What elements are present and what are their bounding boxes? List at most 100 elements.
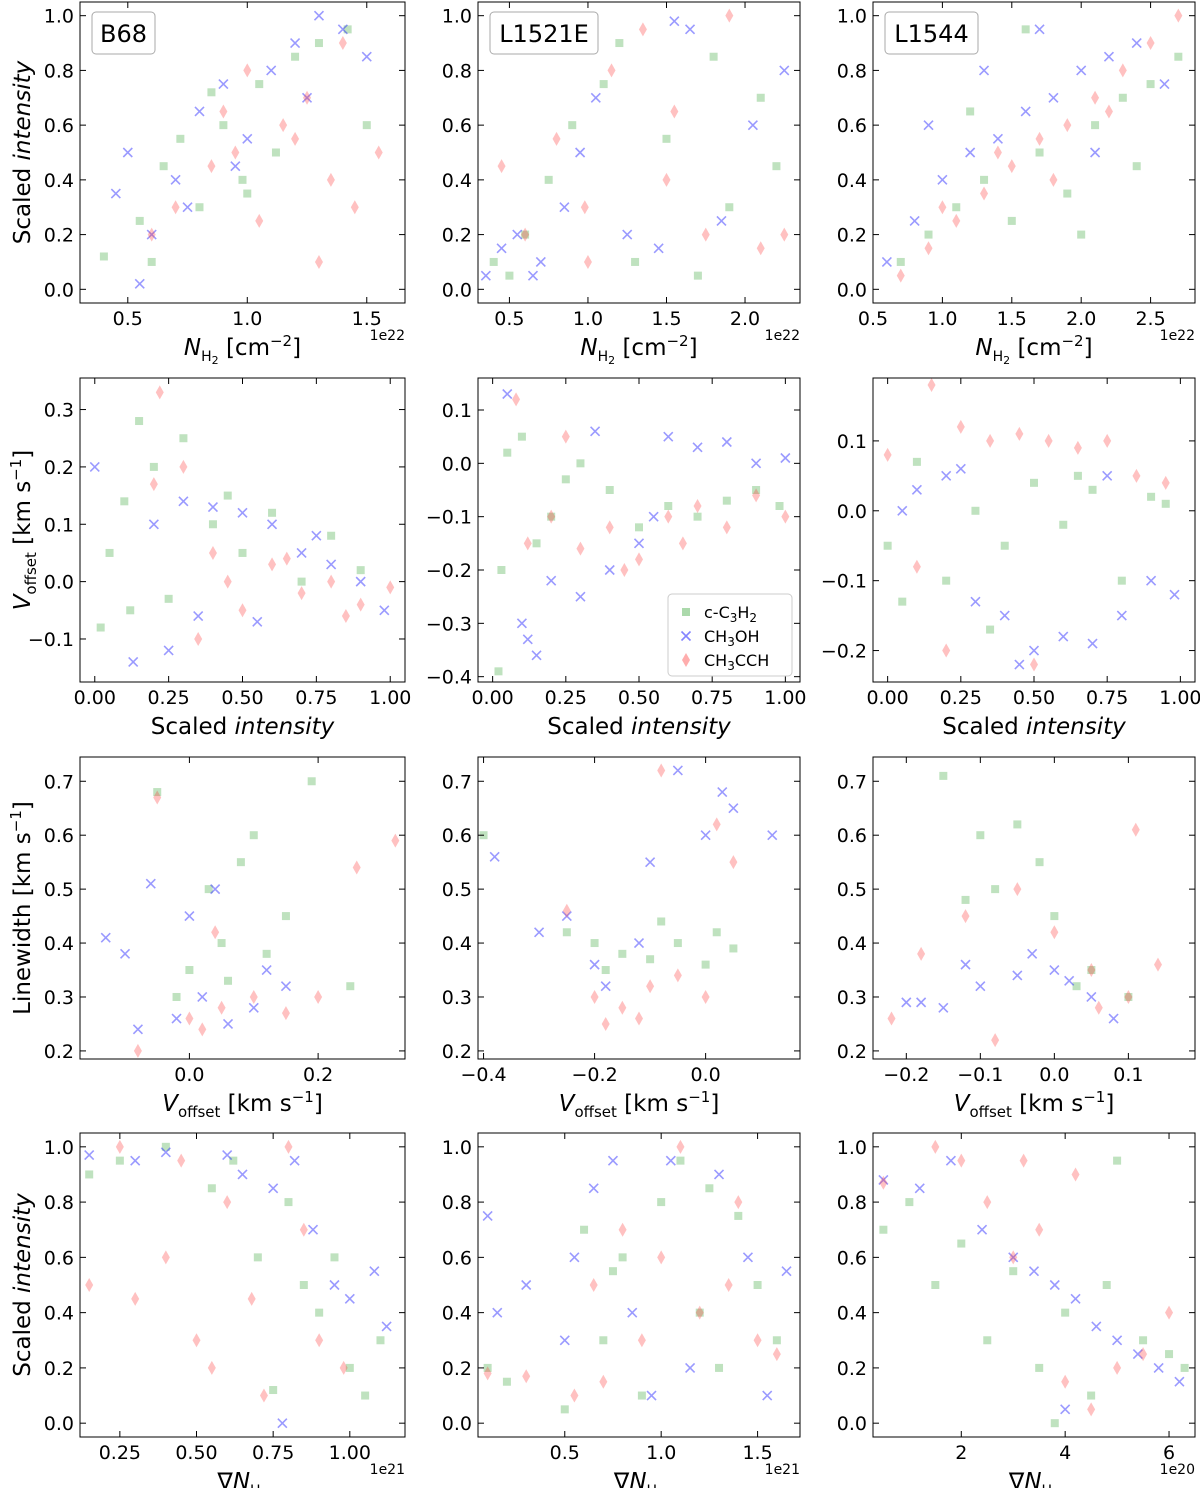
data-point xyxy=(986,433,995,448)
data-point xyxy=(1169,589,1180,600)
data-point xyxy=(618,1000,627,1015)
data-point xyxy=(1013,820,1022,829)
data-point xyxy=(1000,541,1009,550)
data-point xyxy=(762,1390,773,1401)
data-point xyxy=(145,878,156,889)
y-tick-label: 0.8 xyxy=(837,1192,867,1214)
data-point xyxy=(512,229,523,240)
data-point xyxy=(327,531,336,540)
data-point xyxy=(492,1307,503,1318)
data-point xyxy=(153,788,162,797)
y-tick-label: 0.4 xyxy=(44,933,74,955)
y-tick-label: 0.1 xyxy=(44,514,74,536)
data-point xyxy=(386,580,395,595)
data-point xyxy=(516,618,527,629)
data-point xyxy=(217,1000,226,1015)
series-CH3CCH xyxy=(133,790,400,1058)
data-point xyxy=(350,200,359,215)
data-point xyxy=(252,616,263,627)
data-point xyxy=(993,145,1002,160)
core-label: L1521E xyxy=(499,20,589,48)
data-point xyxy=(327,574,336,589)
data-point xyxy=(705,1184,714,1193)
data-point xyxy=(224,976,233,985)
panel-r1c1: 0.00 0.25 0.50 0.75 1.00 −0.4 −0.3 −0.2 −0.1 0.0 0… xyxy=(426,377,807,740)
x-tick-label: 0.00 xyxy=(74,687,116,709)
data-point xyxy=(1009,1250,1018,1265)
core-label-box xyxy=(91,11,156,55)
data-point xyxy=(635,523,643,532)
data-point xyxy=(207,1360,216,1375)
data-point xyxy=(1049,172,1058,187)
data-point xyxy=(620,563,629,577)
data-point xyxy=(693,512,702,521)
data-point xyxy=(756,241,765,256)
data-point xyxy=(701,989,710,1004)
x-tick-label: 0.25 xyxy=(99,1442,141,1464)
data-point xyxy=(646,979,655,994)
data-point xyxy=(1050,912,1059,921)
data-point xyxy=(684,24,696,35)
x-axis-label: NH2 [cm−2] xyxy=(184,332,301,367)
x-tick-label: 2.0 xyxy=(730,308,760,330)
x-offset-label: 1e20 xyxy=(1160,1462,1195,1478)
data-point xyxy=(236,858,245,867)
data-point xyxy=(734,1195,743,1210)
x-axis-label: NH2 [cm−2] xyxy=(580,332,697,367)
x-tick-label: 0.0 xyxy=(691,1064,721,1086)
data-point xyxy=(725,8,734,23)
data-point xyxy=(1087,638,1098,649)
data-point xyxy=(218,79,229,90)
data-point xyxy=(657,917,666,926)
data-point xyxy=(547,512,556,521)
data-point xyxy=(523,536,532,551)
data-point xyxy=(1035,1363,1044,1372)
data-point xyxy=(575,147,586,158)
data-point xyxy=(1060,1404,1071,1415)
data-point xyxy=(1050,1419,1059,1428)
data-point xyxy=(84,1150,95,1161)
data-point xyxy=(570,1388,579,1403)
series-CH3OH xyxy=(480,16,790,281)
data-point xyxy=(119,948,131,959)
data-point xyxy=(693,499,702,513)
y-tick-label: 1.0 xyxy=(44,1137,74,1159)
data-point xyxy=(901,997,912,1008)
data-point xyxy=(664,502,673,510)
data-point xyxy=(1077,230,1086,239)
x-tick-label: 0.00 xyxy=(866,687,908,709)
data-point xyxy=(618,949,627,958)
y-axis-label: Linewidth [km s−1] xyxy=(7,801,36,1015)
x-tick-label: 0.75 xyxy=(691,687,733,709)
data-point xyxy=(1012,970,1023,981)
y-tick-label: −0.1 xyxy=(821,571,867,593)
series-CH3OH xyxy=(878,1155,1185,1415)
data-point xyxy=(172,992,181,1001)
y-tick-label: 0.3 xyxy=(44,987,74,1009)
series-c-C3H2 xyxy=(153,777,355,1001)
data-point xyxy=(122,147,133,158)
data-point xyxy=(911,484,922,495)
series-CH3OH xyxy=(100,878,292,1035)
data-point xyxy=(927,377,936,392)
data-point xyxy=(546,575,557,586)
data-point xyxy=(1007,216,1016,225)
x-axis-label: NH2 [cm−2] xyxy=(975,332,1092,367)
data-point xyxy=(179,459,188,474)
data-point xyxy=(361,1391,370,1400)
data-point xyxy=(897,505,908,516)
x-tick-label: 0.2 xyxy=(303,1064,333,1086)
legend-marker xyxy=(682,608,690,616)
data-point xyxy=(780,227,789,242)
data-point xyxy=(193,610,204,622)
series-CH3OH xyxy=(881,24,1170,268)
data-point xyxy=(924,230,933,239)
data-point xyxy=(315,1333,324,1348)
data-point xyxy=(207,1184,216,1193)
data-point xyxy=(281,912,290,921)
data-point xyxy=(489,851,500,862)
data-point xyxy=(1049,1279,1060,1291)
